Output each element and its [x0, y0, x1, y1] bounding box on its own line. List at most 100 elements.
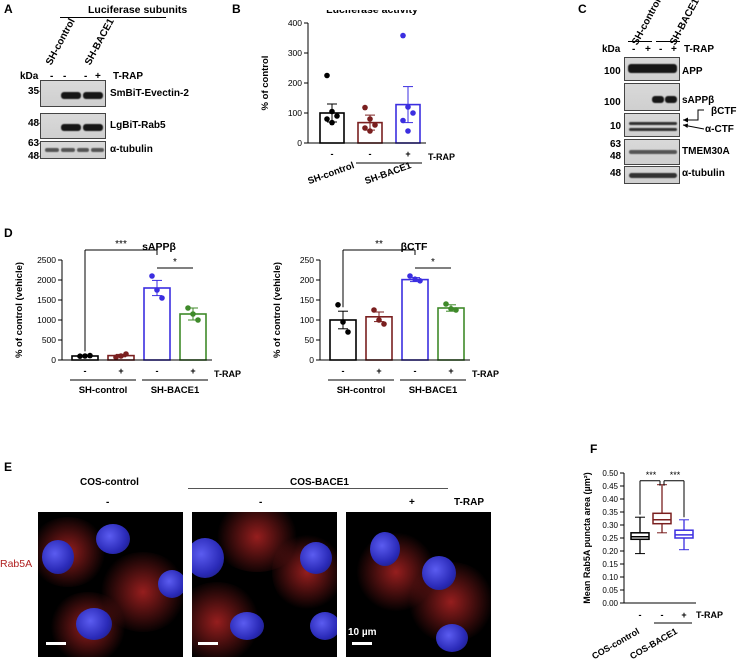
y-tick-label: 100 [300, 315, 314, 325]
bar [365, 316, 393, 361]
mark-3: - [84, 71, 88, 82]
row-label-tubulin: α-tubulin [110, 144, 153, 155]
x-mark: + [118, 366, 123, 376]
c-marker-100b: 100 [604, 97, 621, 108]
data-point [345, 329, 351, 335]
micrograph-control [38, 512, 183, 657]
c-mark-2: + [645, 44, 651, 55]
y-tick-label: 400 [288, 18, 302, 28]
c-marker-63: 63 [610, 139, 622, 150]
col-label-sh-control: SH-control [44, 16, 78, 68]
group-label: SH-control [79, 385, 128, 396]
y-tick-label: 200 [300, 275, 314, 285]
c-row-bctf: βCTF [711, 106, 737, 117]
data-point [190, 311, 196, 317]
data-point [82, 353, 88, 359]
treatment-label: T-RAP [472, 369, 499, 379]
chart-title: βCTF [401, 241, 428, 253]
x-mark: + [405, 149, 410, 159]
c-row-app: APP [682, 66, 703, 77]
treatment-label: T-RAP [214, 369, 241, 379]
x-mark: - [331, 149, 334, 159]
data-point [159, 295, 165, 301]
x-mark: - [414, 366, 417, 376]
c-row-tmem30a: TMEM30A [682, 146, 730, 157]
sig-label: * [173, 257, 177, 268]
e-group-line [188, 488, 448, 489]
panel-a-label: A [4, 2, 13, 16]
sig-label: *** [115, 239, 127, 250]
box [652, 512, 672, 525]
data-point [453, 307, 459, 313]
y-tick-label: 0 [297, 138, 302, 148]
y-tick-label: 0.20 [602, 547, 618, 556]
c-marker-48b: 48 [610, 168, 622, 179]
data-point [443, 301, 449, 307]
y-tick-label: 0.35 [602, 508, 618, 517]
x-mark: + [376, 366, 381, 376]
panel-d-label: D [4, 226, 13, 240]
data-point [407, 273, 413, 279]
c-underline-1 [628, 41, 652, 42]
panel-c-label: C [578, 2, 587, 16]
blot-smbit [40, 80, 106, 107]
data-point [154, 287, 160, 293]
y-tick-label: 50 [305, 335, 315, 345]
marker-35: 35- [28, 86, 43, 97]
x-mark: - [84, 366, 87, 376]
sig-label: *** [646, 470, 657, 480]
data-point [324, 72, 330, 79]
y-tick-label: 0.50 [602, 469, 618, 478]
data-point [113, 354, 119, 360]
chart-d2: 0 50 100 150 200 250 % of control (vehicle) βCT… [272, 239, 499, 396]
x-mark: - [369, 149, 372, 159]
data-point [405, 104, 411, 110]
blot-tubulin-a [40, 141, 106, 159]
data-point [372, 122, 378, 128]
mark-1: - [50, 71, 54, 82]
y-axis-title: Mean Rab5A puncta area (µm²) [582, 472, 592, 603]
y-tick-label: 2000 [37, 275, 56, 285]
c-row-sappb: sAPPβ [682, 95, 715, 106]
y-tick-label: 0.45 [602, 482, 618, 491]
x-mark: + [190, 366, 195, 376]
c-t-rap: T-RAP [684, 44, 714, 55]
mark-2: - [63, 71, 67, 82]
x-mark: - [661, 610, 664, 620]
data-point [367, 116, 373, 122]
panel-a-title: Luciferase subunits [88, 4, 188, 16]
e-group-bace1: COS-BACE1 [290, 477, 349, 488]
c-underline-2 [656, 41, 680, 42]
data-point [410, 110, 416, 116]
x-mark: - [639, 610, 642, 620]
c-mark-1: - [632, 44, 636, 55]
y-tick-label: 150 [300, 295, 314, 305]
c-marker-10: 10 [610, 121, 622, 132]
chart-title: sAPPβ [142, 241, 176, 253]
data-point [340, 319, 346, 325]
y-axis-title: % of control (vehicle) [272, 262, 283, 358]
row-label-lgbit: LgBiT-Rab5 [110, 120, 166, 131]
chart-d1: 0 500 1000 1500 2000 2500 % of control (vehicl… [14, 239, 241, 396]
sig-label: * [431, 257, 435, 268]
t-rap-label: T-RAP [113, 71, 143, 82]
data-point [324, 116, 330, 122]
chart-b: 0 100 200 300 400 % of control Luciferase acti… [260, 10, 455, 185]
e-stain-label: Rab5A [0, 558, 33, 570]
y-tick-label: 0.10 [602, 573, 618, 582]
blot-ctf [624, 113, 680, 137]
box [674, 529, 694, 539]
blot-app [624, 57, 680, 81]
y-axis-title: % of control [260, 56, 271, 111]
y-tick-label: 0.30 [602, 521, 618, 530]
e-mark-2: - [259, 497, 263, 508]
group-label: SH-control [306, 160, 355, 185]
x-mark: - [156, 366, 159, 376]
c-kda: kDa [602, 44, 621, 55]
treatment-label: T-RAP [428, 152, 455, 162]
panel-e-label: E [4, 460, 13, 474]
y-tick-label: 0 [51, 355, 56, 365]
e-group-control: COS-control [80, 477, 139, 488]
y-tick-label: 0.00 [602, 599, 618, 608]
y-tick-label: 0 [309, 355, 314, 365]
